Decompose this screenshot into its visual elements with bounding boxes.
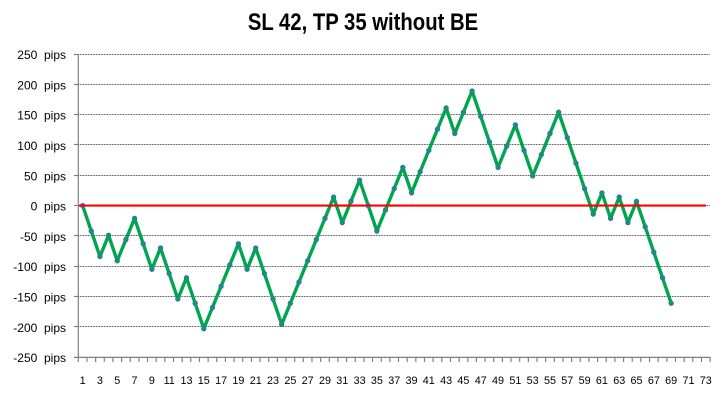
svg-text:5: 5 — [114, 375, 120, 387]
svg-text:73: 73 — [700, 375, 712, 387]
svg-text:-50 pips: -50 pips — [20, 230, 66, 244]
svg-text:63: 63 — [613, 375, 625, 387]
svg-text:27: 27 — [302, 375, 314, 387]
svg-text:150 pips: 150 pips — [17, 109, 66, 123]
svg-text:35: 35 — [371, 375, 383, 387]
svg-text:65: 65 — [631, 375, 643, 387]
svg-text:33: 33 — [354, 375, 366, 387]
svg-text:7: 7 — [132, 375, 138, 387]
svg-text:-200 pips: -200 pips — [13, 321, 66, 335]
svg-text:15: 15 — [198, 375, 210, 387]
svg-text:61: 61 — [596, 375, 608, 387]
svg-text:3: 3 — [97, 375, 103, 387]
svg-text:37: 37 — [388, 375, 400, 387]
svg-text:69: 69 — [665, 375, 677, 387]
svg-text:23: 23 — [267, 375, 279, 387]
svg-text:-100 pips: -100 pips — [13, 260, 66, 274]
svg-text:71: 71 — [682, 375, 694, 387]
svg-text:-150 pips: -150 pips — [13, 291, 66, 305]
svg-text:19: 19 — [232, 375, 244, 387]
svg-text:SL 42, TP 35 without BE: SL 42, TP 35 without BE — [248, 9, 478, 36]
svg-text:29: 29 — [319, 375, 331, 387]
svg-text:17: 17 — [215, 375, 227, 387]
svg-text:31: 31 — [336, 375, 348, 387]
svg-text:1: 1 — [80, 375, 86, 387]
svg-text:250 pips: 250 pips — [17, 48, 66, 62]
svg-text:100 pips: 100 pips — [17, 139, 66, 153]
svg-text:41: 41 — [423, 375, 435, 387]
svg-text:57: 57 — [561, 375, 573, 387]
svg-text:59: 59 — [579, 375, 591, 387]
svg-text:55: 55 — [544, 375, 556, 387]
svg-text:-250 pips: -250 pips — [13, 351, 66, 365]
svg-text:9: 9 — [149, 375, 155, 387]
svg-text:47: 47 — [475, 375, 487, 387]
svg-text:50 pips: 50 pips — [24, 169, 66, 183]
svg-text:53: 53 — [527, 375, 539, 387]
svg-text:0 pips: 0 pips — [31, 200, 66, 214]
svg-text:25: 25 — [284, 375, 296, 387]
svg-text:11: 11 — [164, 375, 175, 387]
svg-text:13: 13 — [180, 375, 192, 387]
svg-text:45: 45 — [457, 375, 469, 387]
svg-text:51: 51 — [509, 375, 521, 387]
svg-text:21: 21 — [250, 375, 262, 387]
svg-text:39: 39 — [406, 375, 418, 387]
svg-text:49: 49 — [492, 375, 504, 387]
svg-text:200 pips: 200 pips — [17, 78, 66, 92]
svg-text:43: 43 — [440, 375, 452, 387]
svg-text:67: 67 — [648, 375, 660, 387]
